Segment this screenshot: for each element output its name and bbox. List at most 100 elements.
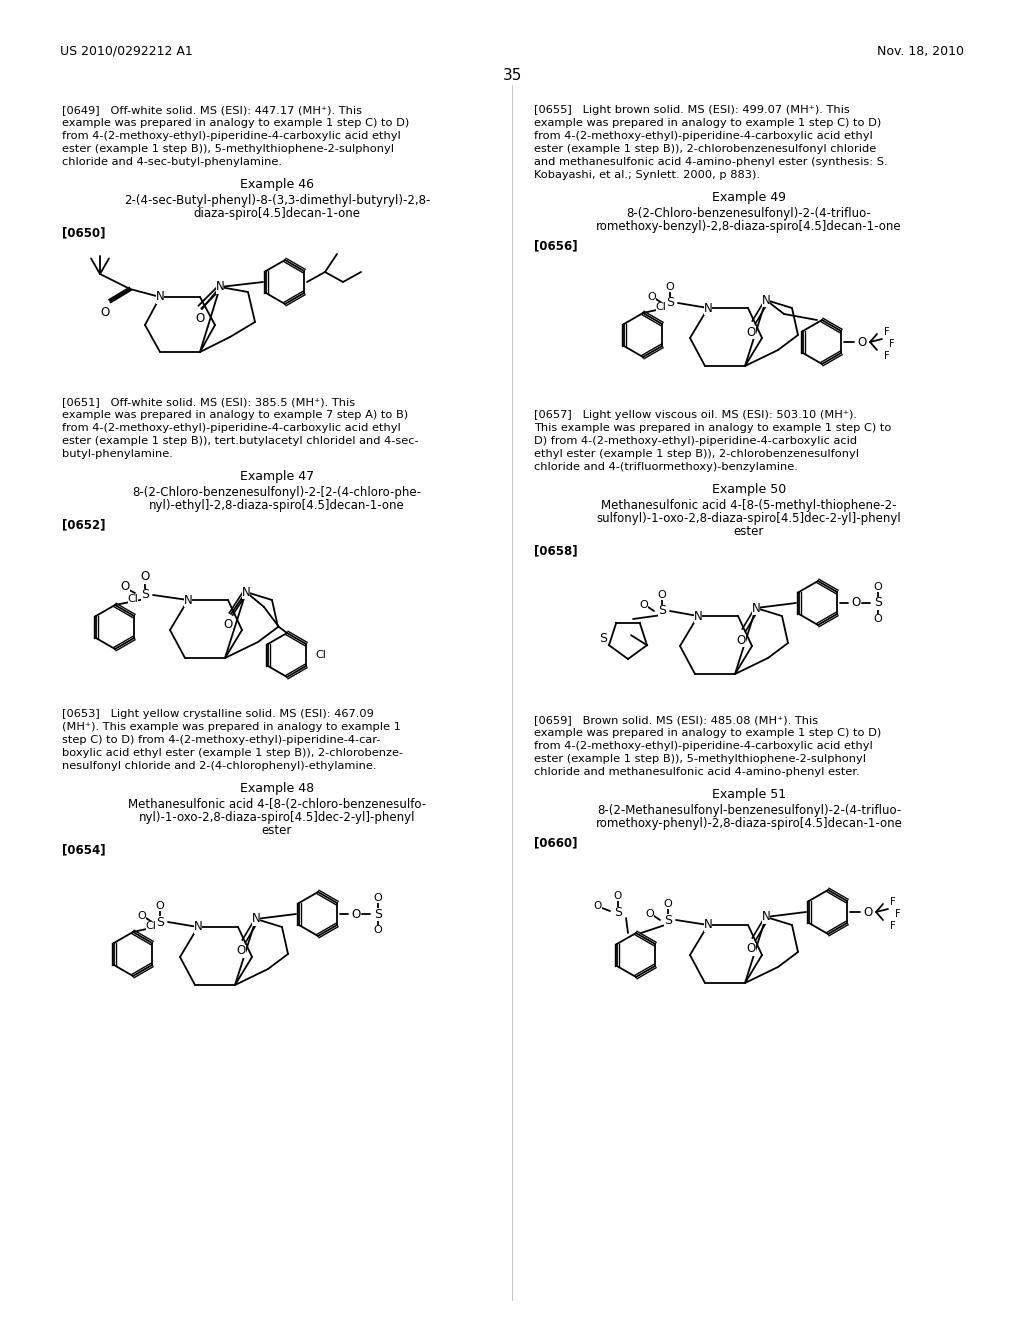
Text: chloride and methanesulfonic acid 4-amino-phenyl ester.: chloride and methanesulfonic acid 4-amin…: [534, 767, 860, 777]
Text: N: N: [703, 919, 713, 932]
Text: O: O: [100, 306, 110, 319]
Text: nyl)-1-oxo-2,8-diaza-spiro[4.5]dec-2-yl]-phenyl: nyl)-1-oxo-2,8-diaza-spiro[4.5]dec-2-yl]…: [138, 810, 416, 824]
Text: O: O: [137, 911, 146, 921]
Text: Example 51: Example 51: [712, 788, 786, 801]
Text: O: O: [736, 634, 745, 647]
Text: N: N: [216, 281, 224, 293]
Text: Example 50: Example 50: [712, 483, 786, 496]
Text: O: O: [666, 282, 675, 292]
Text: O: O: [223, 618, 232, 631]
Text: F: F: [895, 909, 901, 919]
Text: 8-(2-Chloro-benzenesulfonyl)-2-[2-(4-chloro-phe-: 8-(2-Chloro-benzenesulfonyl)-2-[2-(4-chl…: [132, 486, 422, 499]
Text: [0660]: [0660]: [534, 836, 578, 849]
Text: ethyl ester (example 1 step B)), 2-chlorobenzenesulfonyl: ethyl ester (example 1 step B)), 2-chlor…: [534, 449, 859, 459]
Text: N: N: [762, 293, 770, 306]
Text: O: O: [657, 590, 667, 601]
Text: Kobayashi, et al.; Synlett. 2000, p 883).: Kobayashi, et al.; Synlett. 2000, p 883)…: [534, 170, 760, 180]
Text: S: S: [666, 297, 674, 309]
Text: romethoxy-phenyl)-2,8-diaza-spiro[4.5]decan-1-one: romethoxy-phenyl)-2,8-diaza-spiro[4.5]de…: [596, 817, 902, 830]
Text: N: N: [194, 920, 203, 933]
Text: O: O: [121, 581, 130, 594]
Text: from 4-(2-methoxy-ethyl)-piperidine-4-carboxylic acid ethyl: from 4-(2-methoxy-ethyl)-piperidine-4-ca…: [534, 741, 872, 751]
Text: butyl-phenylamine.: butyl-phenylamine.: [62, 449, 173, 459]
Text: N: N: [183, 594, 193, 606]
Text: O: O: [374, 925, 382, 935]
Text: romethoxy-benzyl)-2,8-diaza-spiro[4.5]decan-1-one: romethoxy-benzyl)-2,8-diaza-spiro[4.5]de…: [596, 220, 902, 234]
Text: [0649]   Off-white solid. MS (ESI): 447.17 (MH⁺). This: [0649] Off-white solid. MS (ESI): 447.17…: [62, 106, 362, 115]
Text: [0651]   Off-white solid. MS (ESI): 385.5 (MH⁺). This: [0651] Off-white solid. MS (ESI): 385.5 …: [62, 397, 355, 407]
Text: O: O: [645, 909, 654, 919]
Text: N: N: [242, 586, 251, 598]
Text: ester: ester: [734, 525, 764, 539]
Text: step C) to D) from 4-(2-methoxy-ethyl)-piperidine-4-car-: step C) to D) from 4-(2-methoxy-ethyl)-p…: [62, 735, 380, 744]
Text: O: O: [640, 601, 648, 610]
Text: and methanesulfonic acid 4-amino-phenyl ester (synthesis: S.: and methanesulfonic acid 4-amino-phenyl …: [534, 157, 888, 168]
Text: This example was prepared in analogy to example 1 step C) to: This example was prepared in analogy to …: [534, 422, 891, 433]
Text: example was prepared in analogy to example 7 step A) to B): example was prepared in analogy to examp…: [62, 411, 409, 420]
Text: [0658]: [0658]: [534, 544, 578, 557]
Text: F: F: [890, 921, 896, 931]
Text: N: N: [156, 290, 165, 304]
Text: O: O: [374, 894, 382, 903]
Text: S: S: [664, 913, 672, 927]
Text: O: O: [746, 326, 756, 338]
Text: S: S: [374, 908, 382, 920]
Text: ester (example 1 step B)), 5-methylthiophene-2-sulphonyl: ester (example 1 step B)), 5-methylthiop…: [534, 754, 866, 764]
Text: F: F: [890, 898, 896, 907]
Text: 35: 35: [503, 69, 521, 83]
Text: [0653]   Light yellow crystalline solid. MS (ESI): 467.09: [0653] Light yellow crystalline solid. M…: [62, 709, 374, 719]
Text: S: S: [599, 632, 607, 645]
Text: Methanesulfonic acid 4-[8-(2-chloro-benzenesulfo-: Methanesulfonic acid 4-[8-(2-chloro-benz…: [128, 799, 426, 810]
Text: [0652]: [0652]: [62, 517, 105, 531]
Text: diaza-spiro[4.5]decan-1-one: diaza-spiro[4.5]decan-1-one: [194, 207, 360, 220]
Text: F: F: [884, 351, 890, 360]
Text: O: O: [746, 942, 756, 956]
Text: O: O: [873, 582, 883, 591]
Text: N: N: [252, 912, 260, 925]
Text: O: O: [613, 891, 623, 902]
Text: Example 49: Example 49: [712, 191, 786, 205]
Text: Nov. 18, 2010: Nov. 18, 2010: [877, 45, 964, 58]
Text: Methanesulfonic acid 4-[8-(5-methyl-thiophene-2-: Methanesulfonic acid 4-[8-(5-methyl-thio…: [601, 499, 897, 512]
Text: ester (example 1 step B)), 2-chlorobenzenesulfonyl chloride: ester (example 1 step B)), 2-chlorobenze…: [534, 144, 877, 154]
Text: O: O: [664, 899, 673, 909]
Text: from 4-(2-methoxy-ethyl)-piperidine-4-carboxylic acid ethyl: from 4-(2-methoxy-ethyl)-piperidine-4-ca…: [62, 131, 400, 141]
Text: N: N: [752, 602, 761, 615]
Text: S: S: [156, 916, 164, 928]
Text: Cl: Cl: [128, 594, 138, 605]
Text: ester (example 1 step B)), 5-methylthiophene-2-sulphonyl: ester (example 1 step B)), 5-methylthiop…: [62, 144, 394, 154]
Text: Example 48: Example 48: [240, 781, 314, 795]
Text: O: O: [196, 313, 205, 326]
Text: Cl: Cl: [145, 921, 157, 931]
Text: S: S: [614, 907, 622, 920]
Text: (MH⁺). This example was prepared in analogy to example 1: (MH⁺). This example was prepared in anal…: [62, 722, 400, 733]
Text: chloride and 4-sec-butyl-phenylamine.: chloride and 4-sec-butyl-phenylamine.: [62, 157, 282, 168]
Text: N: N: [762, 911, 770, 924]
Text: example was prepared in analogy to example 1 step C) to D): example was prepared in analogy to examp…: [534, 117, 882, 128]
Text: S: S: [874, 597, 882, 610]
Text: [0655]   Light brown solid. MS (ESI): 499.07 (MH⁺). This: [0655] Light brown solid. MS (ESI): 499.…: [534, 106, 850, 115]
Text: sulfonyl)-1-oxo-2,8-diaza-spiro[4.5]dec-2-yl]-phenyl: sulfonyl)-1-oxo-2,8-diaza-spiro[4.5]dec-…: [597, 512, 901, 525]
Text: Example 47: Example 47: [240, 470, 314, 483]
Text: O: O: [851, 597, 860, 610]
Text: chloride and 4-(trifluormethoxy)-benzylamine.: chloride and 4-(trifluormethoxy)-benzyla…: [534, 462, 798, 473]
Text: O: O: [594, 902, 602, 911]
Text: ester (example 1 step B)), tert.butylacetyl chloridel and 4-sec-: ester (example 1 step B)), tert.butylace…: [62, 436, 419, 446]
Text: boxylic acid ethyl ester (example 1 step B)), 2-chlorobenze-: boxylic acid ethyl ester (example 1 step…: [62, 748, 403, 758]
Text: O: O: [140, 570, 150, 583]
Text: 8-(2-Methanesulfonyl-benzenesulfonyl)-2-(4-trifluo-: 8-(2-Methanesulfonyl-benzenesulfonyl)-2-…: [597, 804, 901, 817]
Text: Cl: Cl: [655, 302, 667, 312]
Text: F: F: [884, 327, 890, 337]
Text: [0650]: [0650]: [62, 226, 105, 239]
Text: example was prepared in analogy to example 1 step C) to D): example was prepared in analogy to examp…: [534, 729, 882, 738]
Text: D) from 4-(2-methoxy-ethyl)-piperidine-4-carboxylic acid: D) from 4-(2-methoxy-ethyl)-piperidine-4…: [534, 436, 857, 446]
Text: US 2010/0292212 A1: US 2010/0292212 A1: [60, 45, 193, 58]
Text: O: O: [873, 614, 883, 624]
Text: S: S: [141, 589, 150, 602]
Text: O: O: [857, 335, 866, 348]
Text: [0659]   Brown solid. MS (ESI): 485.08 (MH⁺). This: [0659] Brown solid. MS (ESI): 485.08 (MH…: [534, 715, 818, 725]
Text: O: O: [863, 906, 872, 919]
Text: S: S: [658, 605, 666, 618]
Text: N: N: [693, 610, 702, 623]
Text: Example 46: Example 46: [240, 178, 314, 191]
